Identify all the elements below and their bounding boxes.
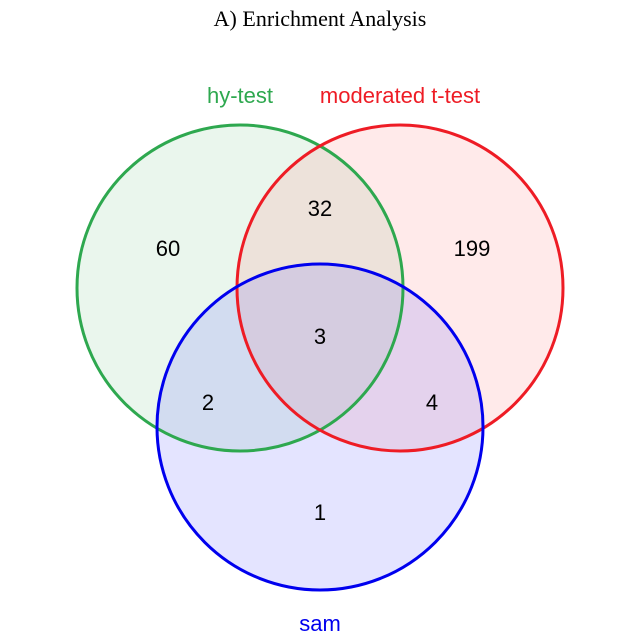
count-moderated-only: 199	[454, 236, 491, 261]
sam-circle-outline	[155, 262, 485, 592]
diagram-title: A) Enrichment Analysis	[214, 6, 427, 31]
sam-circle-fill	[157, 264, 483, 590]
count-moderated-and-sam: 4	[426, 390, 438, 415]
count-hy-test-only: 60	[156, 236, 180, 261]
count-all-three: 3	[314, 324, 326, 349]
count-sam-only: 1	[314, 500, 326, 525]
count-hy-test-and-moderated: 32	[308, 196, 332, 221]
moderated-t-test-circle-fill	[237, 125, 563, 451]
moderated-t-test-label: moderated t-test	[320, 83, 480, 108]
hy-test-label: hy-test	[207, 83, 273, 108]
hy-test-circle-fill	[77, 125, 403, 451]
sam-label: sam	[299, 611, 341, 636]
count-hy-test-and-sam: 2	[202, 390, 214, 415]
